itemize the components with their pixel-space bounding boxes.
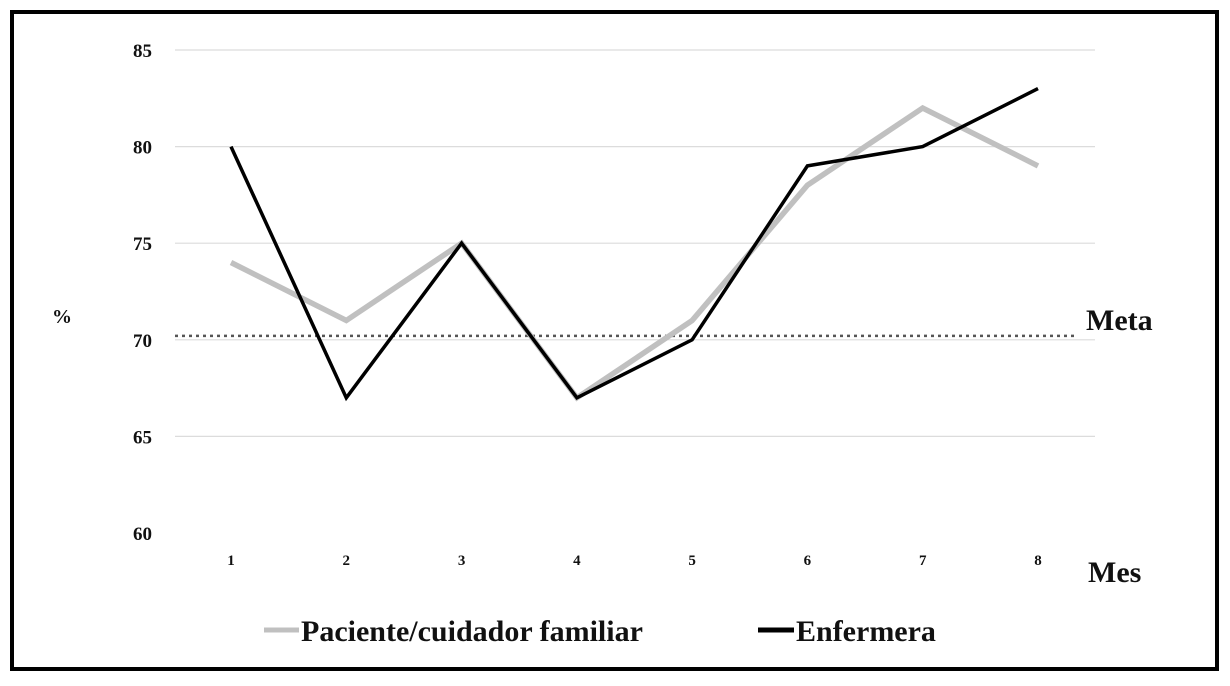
x-axis-ticks: 1 2 3 4 5 6 7 8	[227, 553, 1042, 569]
x-tick-label: 4	[573, 553, 581, 569]
y-axis-label: %	[52, 306, 72, 328]
series-lines	[229, 87, 1040, 402]
series-line-enfermera	[229, 87, 1039, 402]
x-tick-label: 2	[343, 553, 351, 569]
x-tick-label: 8	[1034, 553, 1042, 569]
y-tick-label: 80	[133, 138, 152, 159]
legend-label: Enfermera	[796, 615, 936, 648]
y-axis-ticks: 85 80 75 70 65 60	[133, 41, 152, 545]
chart-border	[10, 10, 1219, 671]
y-tick-label: 75	[133, 234, 152, 255]
y-tick-label: 70	[133, 331, 152, 352]
y-tick-label: 60	[133, 524, 152, 545]
series-line-paciente	[229, 104, 1040, 402]
gridlines	[175, 49, 1095, 437]
meta-label: Meta	[1086, 304, 1153, 337]
y-tick-label: 65	[133, 427, 152, 448]
x-axis-label: Mes	[1088, 556, 1141, 589]
legend-label: Paciente/cuidador familiar	[301, 615, 643, 648]
x-tick-label: 3	[458, 553, 466, 569]
x-tick-label: 6	[804, 553, 812, 569]
y-tick-label: 85	[133, 41, 152, 62]
x-tick-label: 1	[227, 553, 235, 569]
legend: Paciente/cuidador familiar Enfermera	[264, 615, 936, 648]
x-tick-label: 5	[688, 553, 696, 569]
x-tick-label: 7	[919, 553, 927, 569]
